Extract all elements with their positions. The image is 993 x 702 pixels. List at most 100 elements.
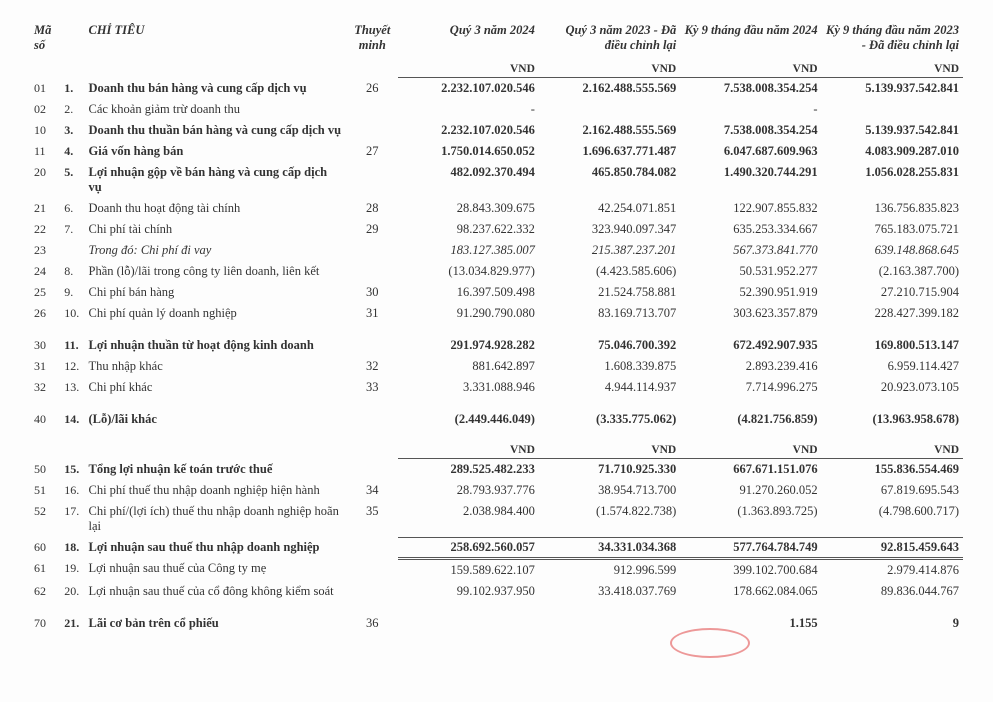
row-value: 2.162.488.555.569 [539, 120, 680, 141]
row-ma: 40 [30, 398, 60, 430]
row-title: Tổng lợi nhuận kế toán trước thuế [85, 459, 348, 481]
row-value: 20.923.073.105 [822, 377, 963, 398]
row-value [822, 99, 963, 120]
row-idx: 13. [60, 377, 84, 398]
vnd-label: VND [822, 61, 963, 78]
row-value: 2.893.239.416 [680, 356, 821, 377]
vnd-label: VND [398, 61, 539, 78]
row-note: 32 [347, 356, 397, 377]
row-idx: 21. [60, 602, 84, 634]
row-ma: 21 [30, 198, 60, 219]
row-title: Lợi nhuận gộp về bán hàng và cung cấp dị… [85, 162, 348, 198]
row-title: Trong đó: Chi phí đi vay [85, 240, 348, 261]
row-ma: 50 [30, 459, 60, 481]
row-idx: 6. [60, 198, 84, 219]
row-ma: 20 [30, 162, 60, 198]
row-title: Lãi cơ bản trên cổ phiếu [85, 602, 348, 634]
row-title: Chi phí/(lợi ích) thuế thu nhập doanh ng… [85, 501, 348, 537]
row-value: 178.662.084.065 [680, 581, 821, 602]
row-ma: 11 [30, 141, 60, 162]
row-value: 42.254.071.851 [539, 198, 680, 219]
row-title: Chi phí quản lý doanh nghiệp [85, 303, 348, 324]
table-row: 4014.(Lỗ)/lãi khác(2.449.446.049)(3.335.… [30, 398, 963, 430]
row-value: (2.163.387.700) [822, 261, 963, 282]
table-row: 022.Các khoản giảm trừ doanh thu-- [30, 99, 963, 120]
table-row: 216.Doanh thu hoạt động tài chính2828.84… [30, 198, 963, 219]
row-value: 672.492.907.935 [680, 324, 821, 356]
row-idx: 5. [60, 162, 84, 198]
row-value: 912.996.599 [539, 558, 680, 581]
row-idx: 17. [60, 501, 84, 537]
row-value: 16.397.509.498 [398, 282, 539, 303]
row-ma: 70 [30, 602, 60, 634]
row-value: 1.608.339.875 [539, 356, 680, 377]
row-idx: 10. [60, 303, 84, 324]
row-value: 4.083.909.287.010 [822, 141, 963, 162]
row-value: 567.373.841.770 [680, 240, 821, 261]
table-row: 23Trong đó: Chi phí đi vay183.127.385.00… [30, 240, 963, 261]
row-value: 465.850.784.082 [539, 162, 680, 198]
row-value: 9 [822, 602, 963, 634]
header-col-1: Quý 3 năm 2024 [398, 20, 539, 61]
row-idx: 14. [60, 398, 84, 430]
row-idx: 20. [60, 581, 84, 602]
row-value: (1.363.893.725) [680, 501, 821, 537]
row-note: 33 [347, 377, 397, 398]
row-value: 2.232.107.020.546 [398, 120, 539, 141]
row-note [347, 581, 397, 602]
row-value: 635.253.334.667 [680, 219, 821, 240]
header-col-4: Kỳ 9 tháng đầu năm 2023 - Đã điều chỉnh … [822, 20, 963, 61]
row-note [347, 537, 397, 558]
row-value: 71.710.925.330 [539, 459, 680, 481]
row-title: Thu nhập khác [85, 356, 348, 377]
row-note: 26 [347, 78, 397, 100]
row-value [539, 99, 680, 120]
vnd-label: VND [680, 61, 821, 78]
row-idx: 4. [60, 141, 84, 162]
row-ma: 30 [30, 324, 60, 356]
row-value: 5.139.937.542.841 [822, 78, 963, 100]
row-value: 228.427.399.182 [822, 303, 963, 324]
row-value: 258.692.560.057 [398, 537, 539, 558]
row-note [347, 261, 397, 282]
row-value: 1.490.320.744.291 [680, 162, 821, 198]
row-title: Chi phí bán hàng [85, 282, 348, 303]
row-note: 34 [347, 480, 397, 501]
row-value: 667.671.151.076 [680, 459, 821, 481]
row-value: 159.589.622.107 [398, 558, 539, 581]
row-title: (Lỗ)/lãi khác [85, 398, 348, 430]
row-ma: 62 [30, 581, 60, 602]
row-note: 28 [347, 198, 397, 219]
row-note [347, 398, 397, 430]
row-idx: 12. [60, 356, 84, 377]
row-value: 6.047.687.609.963 [680, 141, 821, 162]
row-title: Lợi nhuận thuần từ hoạt động kinh doanh [85, 324, 348, 356]
table-row: 3011.Lợi nhuận thuần từ hoạt động kinh d… [30, 324, 963, 356]
row-value: (3.335.775.062) [539, 398, 680, 430]
row-value: 83.169.713.707 [539, 303, 680, 324]
row-value: 50.531.952.277 [680, 261, 821, 282]
table-row: 6119.Lợi nhuận sau thuế của Công ty mẹ15… [30, 558, 963, 581]
row-value: 2.162.488.555.569 [539, 78, 680, 100]
table-row: 103.Doanh thu thuần bán hàng và cung cấp… [30, 120, 963, 141]
row-ma: 01 [30, 78, 60, 100]
row-value: 92.815.459.643 [822, 537, 963, 558]
row-note [347, 120, 397, 141]
row-ma: 23 [30, 240, 60, 261]
header-chitieu: CHỈ TIÊU [85, 20, 348, 61]
row-ma: 52 [30, 501, 60, 537]
row-value: 169.800.513.147 [822, 324, 963, 356]
table-row: 248.Phần (lỗ)/lãi trong công ty liên doa… [30, 261, 963, 282]
row-note: 31 [347, 303, 397, 324]
table-row: 5015.Tổng lợi nhuận kế toán trước thuế28… [30, 459, 963, 481]
row-ma: 10 [30, 120, 60, 141]
row-ma: 26 [30, 303, 60, 324]
row-value: 28.843.309.675 [398, 198, 539, 219]
vnd-label: VND [680, 430, 821, 459]
row-value: 639.148.868.645 [822, 240, 963, 261]
table-row: 114.Giá vốn hàng bán271.750.014.650.0521… [30, 141, 963, 162]
row-value: 4.944.114.937 [539, 377, 680, 398]
row-idx: 2. [60, 99, 84, 120]
row-value: 765.183.075.721 [822, 219, 963, 240]
row-idx: 1. [60, 78, 84, 100]
